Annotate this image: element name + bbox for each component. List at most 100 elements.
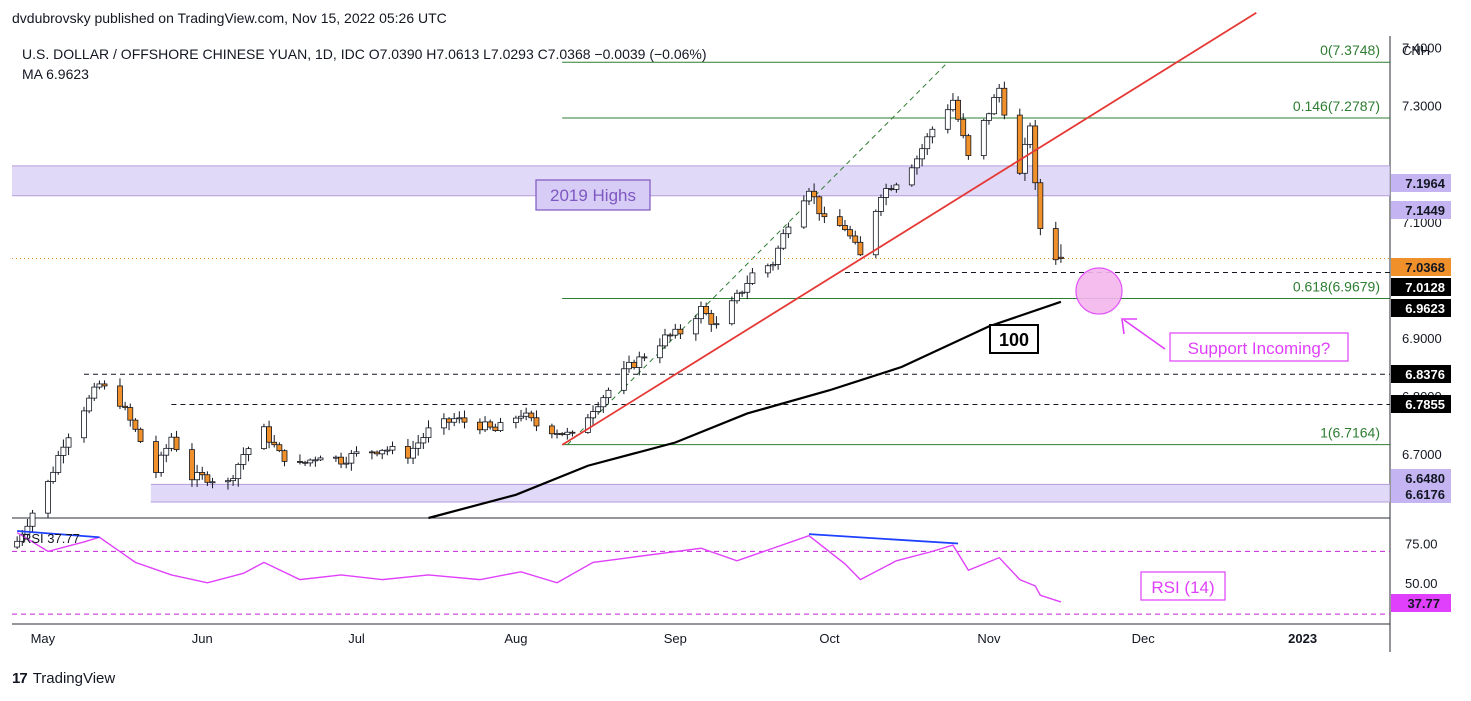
candle-body [584, 417, 591, 433]
fib-level-label: 0(7.3748) [1320, 42, 1380, 58]
price-tag-box [1391, 174, 1451, 192]
candle-body [914, 158, 920, 169]
candle-body [662, 334, 668, 347]
candle-body [512, 417, 519, 424]
candle-body [800, 200, 807, 228]
candle-body [965, 135, 972, 156]
price-tag-box [1391, 485, 1451, 503]
rsi-divergence-line [17, 530, 100, 539]
time-tick-label: Nov [977, 631, 1001, 646]
candle-body [770, 264, 776, 267]
candle-body [734, 292, 740, 302]
candle-body [369, 451, 375, 454]
rsi-layer: RSI 37.77 [12, 530, 1390, 615]
candle-body [955, 99, 961, 120]
candle-body [122, 405, 129, 408]
candle-body [91, 386, 98, 399]
candle-body [626, 361, 632, 370]
rsi-line [16, 531, 1062, 603]
tv-logo-icon: 17 [12, 670, 28, 687]
tradingview-logo[interactable]: 17 TradingView [12, 670, 115, 687]
candle-body [708, 313, 715, 325]
candle-body [65, 437, 72, 448]
candle-body [816, 196, 823, 215]
candle-body [374, 451, 380, 455]
time-tick-label: Aug [504, 631, 527, 646]
candle-body [893, 184, 900, 190]
candle-body [14, 540, 21, 548]
candle-body [806, 190, 812, 202]
candle-body [929, 128, 936, 138]
candle-body [338, 456, 344, 465]
candle-body [559, 433, 566, 435]
candle-body [590, 411, 596, 419]
candle-body [271, 441, 278, 446]
candle-body [600, 397, 607, 408]
time-tick-label: Oct [819, 631, 840, 646]
candle-body [168, 436, 175, 449]
ascending-trendline [561, 12, 1257, 446]
candle-body [944, 109, 951, 130]
candle-body [605, 389, 612, 399]
candle-body [209, 481, 216, 484]
candle-body [240, 454, 247, 465]
candle-body [888, 188, 895, 190]
candle-body [857, 241, 864, 256]
candle-body [692, 318, 699, 335]
candle-body [379, 449, 386, 455]
support-arrow-head [1121, 318, 1137, 335]
candle-body [667, 334, 674, 337]
price-tag-label: 6.6480 [1405, 471, 1445, 486]
candle-body [595, 406, 602, 412]
candle-body [883, 188, 890, 198]
dashed-levels-layer [12, 258, 1390, 405]
ma-layer [428, 300, 1062, 520]
candle-body [302, 461, 308, 464]
candle-body [261, 426, 267, 450]
candle-body [276, 444, 283, 452]
candle-body [101, 383, 108, 387]
time-tick-label: Jul [348, 631, 365, 646]
candle-body [631, 361, 638, 368]
time-tick-label: Jun [192, 631, 213, 646]
price-tag-label: 7.0128 [1405, 280, 1445, 295]
rsi-tag-label: 37.77 [1407, 596, 1440, 611]
candle-body [127, 407, 134, 421]
price-tag-label: 6.6176 [1405, 487, 1445, 502]
candle-body [199, 472, 206, 476]
candle-body [96, 383, 103, 388]
zone-band [12, 165, 1390, 196]
support-label-box [1169, 332, 1349, 362]
candle-body [281, 450, 288, 462]
price-tag-label: 7.1964 [1405, 176, 1446, 191]
fib-levels-layer: 0(7.3748) 0.146(7.2787) 0.618(6.9679) 1(6.7… [562, 42, 1390, 446]
candle-body [353, 451, 360, 454]
candle-body [425, 427, 432, 438]
price-tag-label: 7.1449 [1405, 203, 1445, 218]
rsi-value-label: RSI 37.77 [22, 531, 80, 546]
candle-body [852, 235, 859, 243]
zone-label-text: 2019 Highs [550, 186, 636, 205]
candle-body [405, 445, 411, 459]
candle-body [384, 449, 391, 452]
tradingview-wordmark: TradingView [32, 670, 116, 687]
rsi-tick-label: 50.00 [1405, 576, 1438, 591]
price-tag-box [1391, 278, 1451, 296]
candle-body [950, 99, 956, 111]
candle-body [60, 446, 67, 456]
candle-body [477, 421, 483, 431]
price-tag-label: 7.0368 [1405, 260, 1445, 275]
candle-body [564, 431, 571, 435]
candle-body [636, 356, 643, 368]
candle-body [764, 265, 771, 274]
candle-body [225, 480, 231, 483]
candle-body [739, 291, 746, 294]
candle-body [847, 229, 854, 237]
candle-body [1058, 256, 1064, 259]
candle-body [677, 328, 684, 335]
candle-body [698, 305, 704, 320]
candle-body [482, 421, 488, 431]
price-tick-label: 6.7000 [1402, 447, 1442, 462]
candle-body [554, 433, 560, 435]
candle-body [163, 447, 170, 456]
